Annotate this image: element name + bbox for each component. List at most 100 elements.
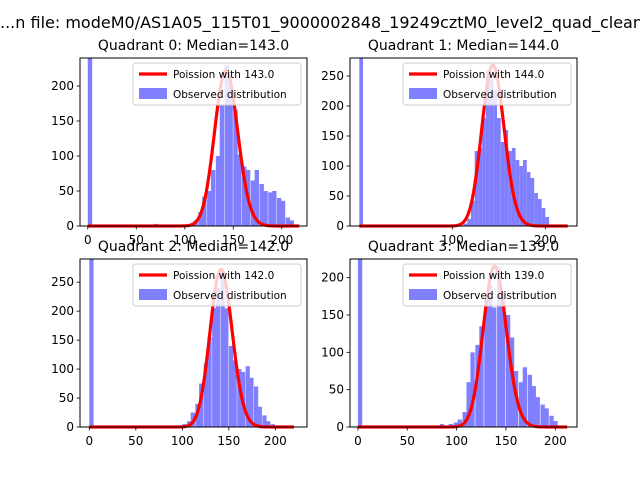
- hist-bar: [553, 421, 558, 427]
- hist-bar: [470, 200, 475, 226]
- y-tick-label: 150: [51, 333, 74, 347]
- hist-bar: [527, 374, 532, 427]
- x-tick-label: 150: [494, 434, 517, 448]
- hist-bar: [530, 178, 535, 226]
- legend-label-hist: Observed distribution: [443, 89, 557, 101]
- y-tick-label: 150: [51, 114, 74, 128]
- hist-bar: [207, 191, 212, 226]
- x-tick-label: 200: [534, 233, 557, 247]
- hist-bar: [242, 166, 247, 226]
- x-tick-label: 150: [217, 434, 240, 448]
- hist-bar: [493, 91, 497, 226]
- hist-bar: [522, 367, 528, 427]
- y-tick-label: 50: [59, 391, 74, 405]
- hist-bar: [276, 198, 282, 226]
- axes-frame: [349, 57, 578, 227]
- hist-bar: [203, 363, 208, 427]
- hist-bar: [272, 191, 277, 226]
- hist-bar: [224, 65, 229, 226]
- hist-bar: [474, 151, 479, 226]
- hist-bar: [526, 172, 531, 226]
- hist-bar: [489, 79, 494, 226]
- legend: Poission with 144.0 Observed distribution: [402, 62, 572, 106]
- hist-bar: [485, 70, 490, 226]
- x-tick-label: 100: [173, 233, 196, 247]
- hist-bar: [215, 156, 221, 226]
- legend-label-fit: Poission with 144.0: [443, 69, 544, 81]
- x-tick-label: 100: [445, 434, 468, 448]
- subplot-title: Quadrant 3: Median=139.0: [368, 239, 559, 255]
- subplot-title: Quadrant 1: Median=144.0: [368, 38, 559, 54]
- x-tick-label: 200: [544, 434, 567, 448]
- y-tick-label: 250: [51, 275, 74, 289]
- y-tick-label: 250: [321, 69, 344, 83]
- figure-title: ...n file: modeM0/AS1A05_115T01_90000028…: [0, 13, 640, 33]
- legend-patch-swatch: [139, 88, 167, 99]
- hist-bar: [511, 148, 516, 226]
- hist-bar: [250, 180, 256, 226]
- legend-label-fit: Poission with 143.0: [173, 69, 274, 81]
- hist-bar: [453, 422, 458, 427]
- hist-bar: [492, 307, 497, 427]
- x-tick-label: 50: [400, 434, 415, 448]
- legend-patch-swatch: [409, 88, 437, 99]
- hist-bar: [545, 217, 550, 226]
- hist-bar: [198, 212, 203, 226]
- y-tick-label: 200: [51, 79, 74, 93]
- legend: Poission with 143.0 Observed distribution: [132, 62, 302, 106]
- hist-bar: [233, 109, 238, 226]
- hist-bar: [497, 266, 502, 427]
- hist-bar: [262, 415, 267, 427]
- y-tick-label: 150: [321, 129, 344, 143]
- hist-bar: [523, 160, 527, 226]
- legend-box: [402, 263, 572, 307]
- hist-bar: [89, 259, 94, 427]
- hist-bar: [254, 170, 260, 226]
- y-tick-label: 0: [66, 219, 74, 233]
- subplot-title: Quadrant 2: Median=142.0: [98, 239, 289, 255]
- subplot-3: 0 50 100 150 200 0 50 100 150 200 Quadrant 3: Medi…: [321, 239, 578, 448]
- legend: Poission with 142.0 Observed distribution: [132, 263, 302, 307]
- y-tick-label: 100: [51, 149, 74, 163]
- hist-bar: [266, 421, 271, 427]
- hist-bar: [207, 337, 212, 427]
- y-tick-label: 100: [321, 345, 344, 359]
- legend: Poission with 139.0 Observed distribution: [402, 263, 572, 307]
- hist-bar: [505, 315, 511, 427]
- hist-bar: [268, 192, 273, 226]
- hist-bar: [215, 287, 221, 427]
- hist-bar: [478, 148, 483, 226]
- y-tick-label: 50: [329, 383, 344, 397]
- hist-bar: [518, 382, 524, 427]
- hist-bar: [482, 118, 486, 226]
- axes-frame: [79, 57, 308, 227]
- legend-patch-swatch: [139, 289, 167, 300]
- hist-bar: [537, 199, 542, 226]
- hist-bar: [531, 385, 536, 427]
- y-tick-label: 200: [321, 271, 344, 285]
- hist-bar: [508, 151, 512, 226]
- hist-bar: [515, 160, 520, 226]
- hist-bar: [237, 154, 242, 226]
- y-tick-label: 100: [321, 159, 344, 173]
- y-tick-label: 50: [329, 189, 344, 203]
- hist-bar: [228, 345, 234, 427]
- legend-label-hist: Observed distribution: [173, 290, 287, 302]
- hist-bar: [519, 166, 524, 226]
- x-tick-label: 50: [129, 233, 144, 247]
- hist-bar: [249, 377, 254, 427]
- hist-bar: [357, 259, 363, 427]
- hist-bar: [549, 415, 554, 427]
- legend-patch-swatch: [409, 289, 437, 300]
- hist-bar: [232, 360, 237, 427]
- x-tick-label: 0: [354, 434, 362, 448]
- hist-bar: [259, 184, 264, 226]
- hist-bar: [228, 86, 233, 226]
- hist-bar: [500, 142, 505, 226]
- hist-bar: [237, 369, 242, 427]
- hist-bar: [202, 196, 207, 226]
- hist-bar: [220, 270, 225, 427]
- legend-box: [132, 62, 302, 106]
- hist-bar: [540, 404, 545, 427]
- x-tick-label: 150: [222, 233, 245, 247]
